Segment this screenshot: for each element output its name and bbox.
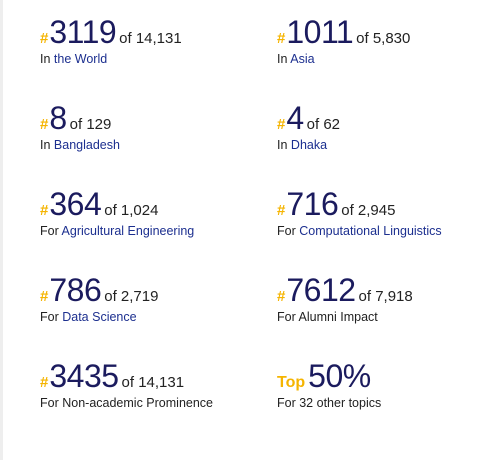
rankings-grid: # 3119 of 14,131 In the World # 1011 of … bbox=[40, 14, 476, 444]
hash-symbol: # bbox=[277, 116, 286, 133]
scope-link-computational-linguistics[interactable]: Computational Linguistics bbox=[299, 224, 442, 238]
rank-line: # 364 of 1,024 bbox=[40, 186, 277, 222]
rank-line: # 1011 of 5,830 bbox=[277, 14, 476, 50]
rank-total: of 5,830 bbox=[356, 30, 411, 47]
scope-link-asia[interactable]: Asia bbox=[290, 52, 315, 66]
rank-scope: For Alumni Impact bbox=[277, 310, 476, 324]
scope-label: Alumni Impact bbox=[298, 310, 378, 324]
ranking-card-alumni-impact: # 7612 of 7,918 For Alumni Impact bbox=[277, 272, 476, 358]
rank-total: of 129 bbox=[69, 116, 112, 133]
rank-number: 7612 bbox=[286, 272, 356, 308]
hash-symbol: # bbox=[40, 30, 49, 47]
rank-scope: In Bangladesh bbox=[40, 138, 277, 152]
rank-percent: 50% bbox=[308, 358, 371, 394]
scope-prefix: For bbox=[40, 310, 59, 324]
rank-scope: For Agricultural Engineering bbox=[40, 224, 277, 238]
rank-number: 364 bbox=[49, 186, 102, 222]
scope-link-dhaka[interactable]: Dhaka bbox=[290, 138, 328, 152]
rank-total: of 2,719 bbox=[104, 288, 159, 305]
rank-number: 8 bbox=[49, 100, 67, 136]
rank-scope: In Asia bbox=[277, 52, 476, 66]
panel-divider bbox=[0, 0, 3, 460]
ranking-card-non-academic-prominence: # 3435 of 14,131 For Non-academic Promin… bbox=[40, 358, 277, 444]
rank-number: 3119 bbox=[49, 14, 117, 50]
ranking-card-asia: # 1011 of 5,830 In Asia bbox=[277, 14, 476, 100]
scope-prefix: In bbox=[40, 52, 51, 66]
scope-prefix: In bbox=[277, 138, 288, 152]
scope-link-data-science[interactable]: Data Science bbox=[62, 310, 137, 324]
rank-total: of 1,024 bbox=[104, 202, 159, 219]
rank-total: of 62 bbox=[306, 116, 341, 133]
rank-total: of 2,945 bbox=[341, 202, 396, 219]
ranking-card-bangladesh: # 8 of 129 In Bangladesh bbox=[40, 100, 277, 186]
rank-scope: For Non-academic Prominence bbox=[40, 396, 277, 410]
rank-line: # 8 of 129 bbox=[40, 100, 277, 136]
scope-prefix: In bbox=[277, 52, 288, 66]
scope-prefix: In bbox=[40, 138, 51, 152]
rank-scope: For Computational Linguistics bbox=[277, 224, 476, 238]
rank-scope: In Dhaka bbox=[277, 138, 476, 152]
rank-total: of 7,918 bbox=[358, 288, 413, 305]
rank-number: 716 bbox=[286, 186, 339, 222]
scope-label: Non-academic Prominence bbox=[62, 396, 213, 410]
rank-line: # 4 of 62 bbox=[277, 100, 476, 136]
hash-symbol: # bbox=[40, 116, 49, 133]
rank-total: of 14,131 bbox=[121, 374, 185, 391]
scope-link-bangladesh[interactable]: Bangladesh bbox=[53, 138, 120, 152]
scope-label: 32 other topics bbox=[299, 396, 382, 410]
rank-number: 4 bbox=[286, 100, 304, 136]
rank-line: # 716 of 2,945 bbox=[277, 186, 476, 222]
rank-total: of 14,131 bbox=[119, 30, 182, 47]
scope-prefix: For bbox=[40, 224, 59, 238]
rank-number: 1011 bbox=[286, 14, 354, 50]
ranking-card-agricultural-engineering: # 364 of 1,024 For Agricultural Engineer… bbox=[40, 186, 277, 272]
rank-scope: For 32 other topics bbox=[277, 396, 476, 410]
rank-scope: In the World bbox=[40, 52, 277, 66]
rank-scope: For Data Science bbox=[40, 310, 277, 324]
hash-symbol: # bbox=[277, 30, 286, 47]
rank-number: 786 bbox=[49, 272, 102, 308]
hash-symbol: # bbox=[40, 202, 49, 219]
rank-line: # 786 of 2,719 bbox=[40, 272, 277, 308]
scope-prefix: For bbox=[277, 310, 296, 324]
hash-symbol: # bbox=[277, 288, 286, 305]
rank-line: # 7612 of 7,918 bbox=[277, 272, 476, 308]
ranking-card-data-science: # 786 of 2,719 For Data Science bbox=[40, 272, 277, 358]
ranking-card-dhaka: # 4 of 62 In Dhaka bbox=[277, 100, 476, 186]
scope-link-agricultural-engineering[interactable]: Agricultural Engineering bbox=[61, 224, 195, 238]
hash-symbol: # bbox=[40, 288, 49, 305]
ranking-card-world: # 3119 of 14,131 In the World bbox=[40, 14, 277, 100]
ranking-card-other-topics: Top 50% For 32 other topics bbox=[277, 358, 476, 444]
scope-prefix: For bbox=[277, 224, 296, 238]
rank-number: 3435 bbox=[49, 358, 119, 394]
rank-line: # 3119 of 14,131 bbox=[40, 14, 277, 50]
rank-line: # 3435 of 14,131 bbox=[40, 358, 277, 394]
hash-symbol: # bbox=[277, 202, 286, 219]
scope-prefix: For bbox=[40, 396, 59, 410]
scope-link-world[interactable]: the World bbox=[53, 52, 108, 66]
rank-line: Top 50% bbox=[277, 358, 476, 394]
hash-symbol: # bbox=[40, 374, 49, 391]
top-label: Top bbox=[277, 374, 306, 391]
ranking-card-computational-linguistics: # 716 of 2,945 For Computational Linguis… bbox=[277, 186, 476, 272]
scope-prefix: For bbox=[277, 396, 296, 410]
